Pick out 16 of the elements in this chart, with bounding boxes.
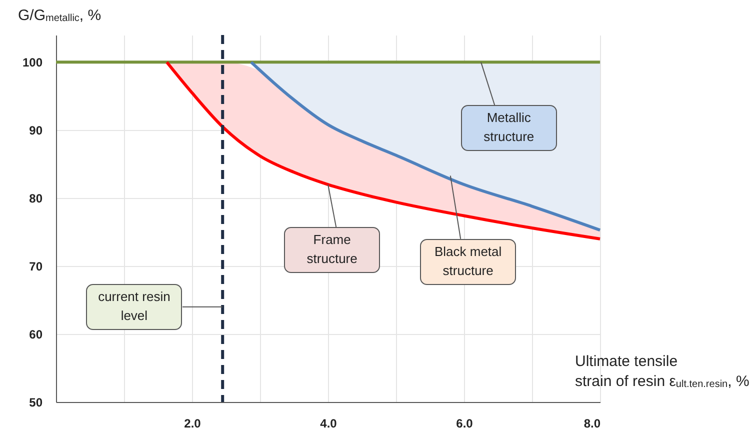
callout-box: Metallic structure [460,105,557,151]
x-tick-label: 2.0 [184,416,202,430]
y-tick-label: 70 [29,260,43,274]
y-tick-label: 80 [29,192,43,206]
x-axis-title: Ultimate tensile strain of resin ε$_{ult.ten.resin}$, % [575,352,750,391]
y-axis-title: G/G$_{metallic}$, % [18,6,102,26]
callout-box: current resin level [86,284,182,330]
x-tick-label: 8.0 [584,416,601,430]
y-tick-label: 60 [29,328,43,342]
y-tick-label: 50 [29,396,43,410]
callout-box: Black metal structure [420,238,516,285]
y-tick-label: 90 [29,124,43,138]
y-tick-label: 100 [22,56,43,70]
x-tick-label: 4.0 [320,416,338,430]
x-tick-label: 6.0 [456,416,474,430]
callout-box: Frame structure [284,227,380,274]
